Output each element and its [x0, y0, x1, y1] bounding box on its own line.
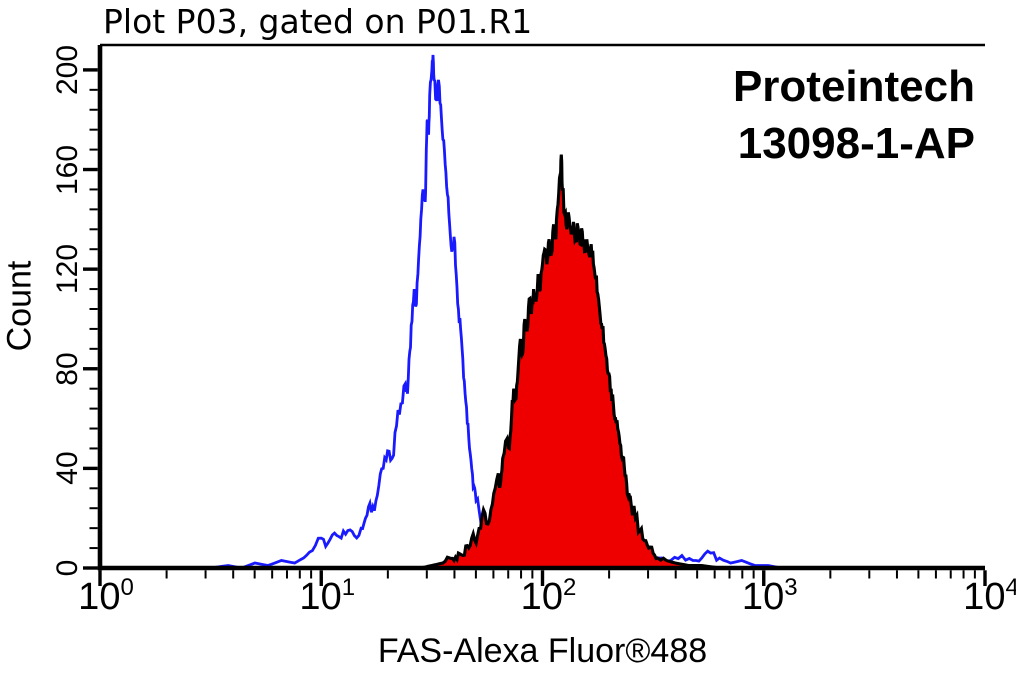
y-tick-label: 40: [51, 451, 84, 486]
brand-annotation: Proteintech 13098-1-AP: [733, 58, 975, 172]
x-tick-label: 100: [78, 574, 134, 618]
x-tick-label: 101: [299, 574, 356, 618]
y-tick-label: 200: [51, 44, 84, 95]
y-tick-label: 160: [51, 144, 84, 195]
y-tick-label: 80: [51, 352, 84, 386]
x-tick-label: 103: [741, 574, 798, 618]
sample-curve-red: [420, 154, 720, 570]
y-axis-label: Count: [0, 260, 39, 352]
x-axis-label: FAS-Alexa Fluor®488: [377, 632, 708, 670]
catalog-number: 13098-1-AP: [737, 119, 975, 168]
y-tick-label: 120: [51, 244, 84, 295]
x-tick-label: 104: [963, 574, 1016, 618]
y-tick-label: 0: [51, 559, 84, 577]
brand-name: Proteintech: [732, 62, 975, 111]
x-tick-label: 102: [520, 574, 577, 618]
plot-title: Plot P03, gated on P01.R1: [103, 2, 533, 41]
